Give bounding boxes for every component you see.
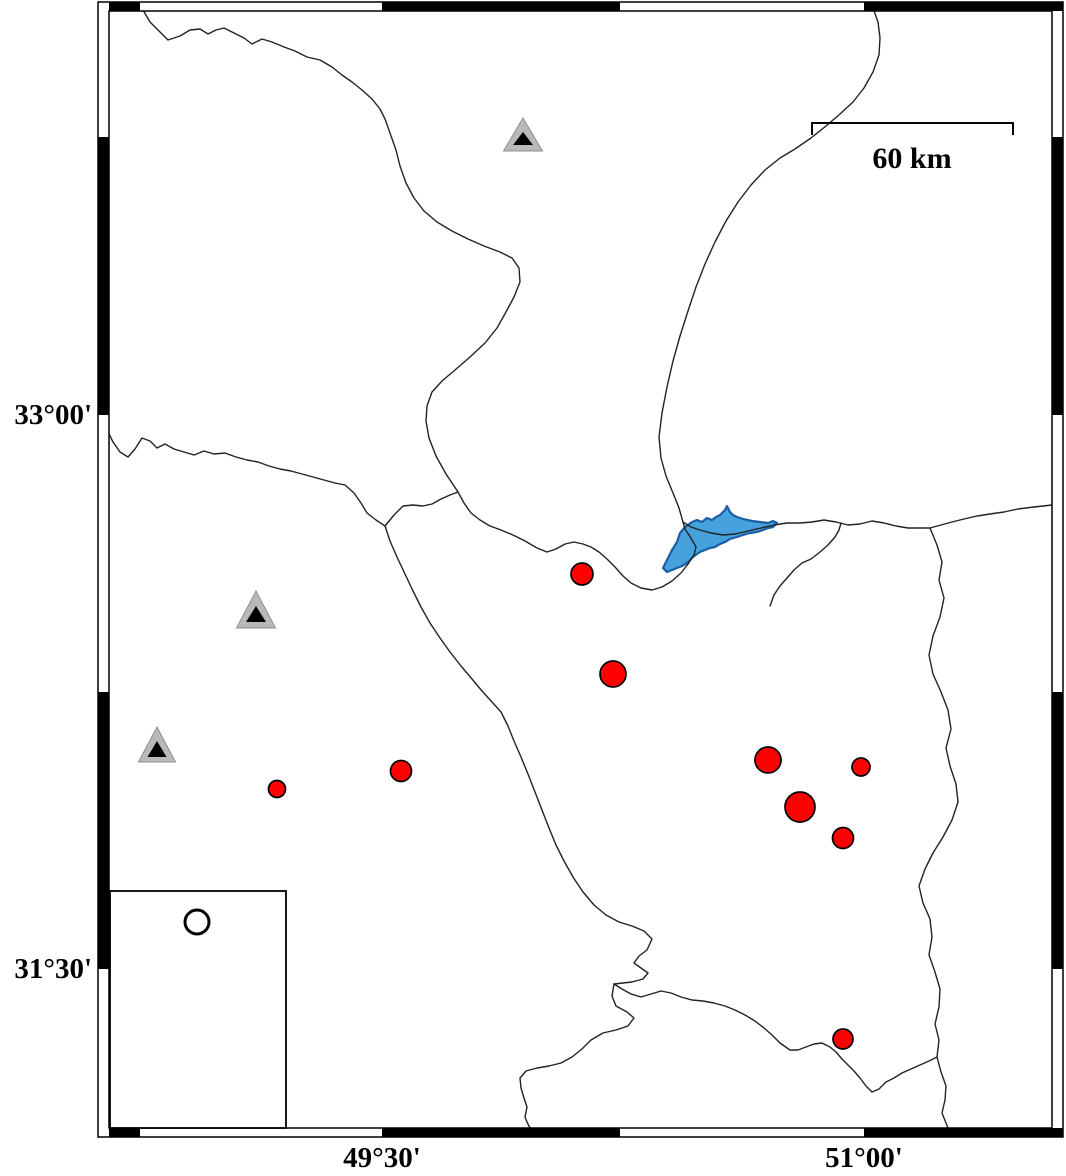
frame-tick-bottom: [864, 1128, 1063, 1137]
boundary-line-lake-crossing-east: [682, 504, 1053, 536]
lake-polygon: [661, 504, 779, 574]
boundary-line-lake-southeast-spur: [769, 522, 842, 607]
boundary-line-northwest: [142, 9, 521, 493]
earthquake-marker: [832, 1028, 854, 1050]
longitude-label-49-30: 49°30': [343, 1142, 421, 1174]
scale-bar-label: 60 km: [872, 142, 952, 175]
latitude-label-33-00: 33°00': [14, 399, 92, 431]
station-marker-inner: [513, 132, 533, 145]
frame-band-right: [1052, 2, 1063, 1137]
frame-tick-top: [864, 2, 1063, 11]
earthquake-marker: [599, 660, 627, 688]
frame-band-left: [98, 2, 109, 1137]
earthquake-marker: [754, 746, 782, 774]
earthquake-marker: [784, 791, 816, 823]
earthquake-marker: [389, 759, 413, 783]
frame-tick-bottom: [382, 1128, 620, 1137]
frame-tick-left: [98, 692, 109, 969]
boundary-line-west-entry: [106, 429, 386, 527]
boundary-line-right-north-south: [918, 527, 959, 1129]
boundary-line-long-diagonal: [384, 525, 653, 985]
frame-tick-top: [109, 2, 140, 11]
latitude-label-31-30: 31°30': [14, 953, 92, 985]
longitude-label-51-00: 51°00': [825, 1142, 903, 1174]
boundary-line-east-to-lake: [457, 491, 697, 591]
frame-tick-right: [1052, 692, 1063, 969]
earthquake-marker: [570, 562, 594, 586]
earthquake-marker: [831, 826, 855, 850]
station-marker-inner: [147, 741, 167, 757]
boundary-line-junction-link: [384, 491, 459, 527]
frame-tick-right: [1052, 137, 1063, 415]
frame-outer-rect: [97, 1, 1064, 1138]
boundary-line-northeast-corner: [658, 7, 881, 523]
station-marker-inner: [246, 606, 266, 622]
boundary-line-south-to-frame: [519, 983, 635, 1129]
frame-inner-rect: [108, 10, 1053, 1129]
boundary-line-south-east-line: [613, 983, 938, 1093]
earthquake-marker: [267, 779, 287, 799]
earthquake-marker: [851, 757, 871, 777]
open-circle-symbol: [183, 908, 211, 936]
frame-tick-left: [98, 137, 109, 415]
scale-bar-bracket: [811, 122, 1014, 135]
frame-tick-top: [382, 2, 620, 11]
frame-tick-bottom: [109, 1128, 140, 1137]
